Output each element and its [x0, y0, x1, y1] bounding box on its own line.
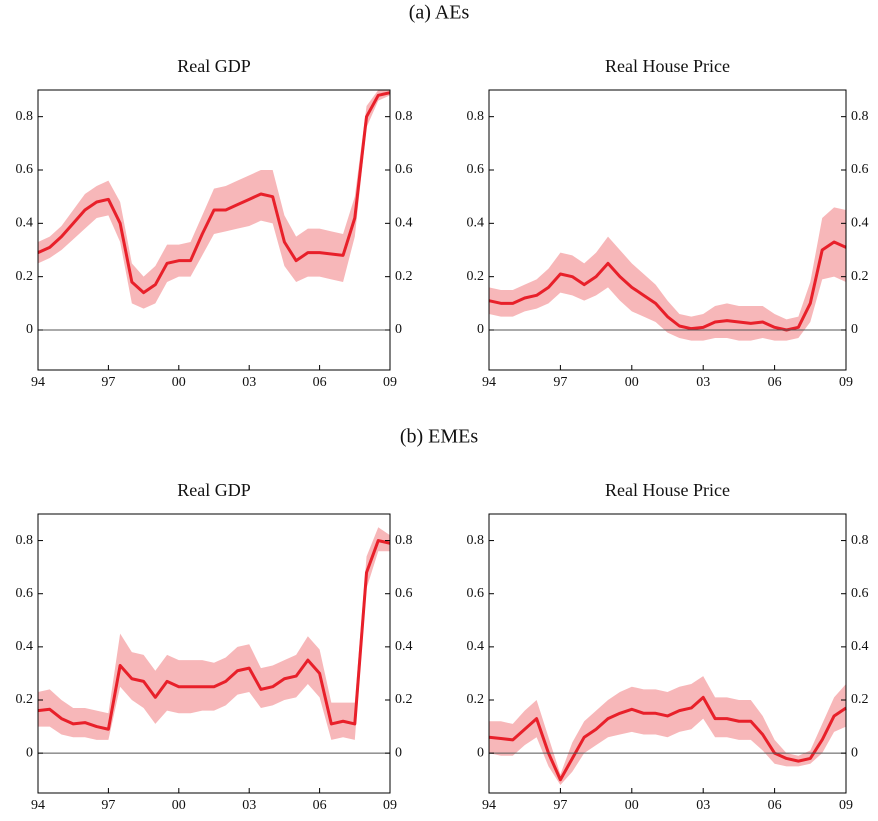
y-tick-label: 0 — [851, 745, 858, 760]
y-tick-label: 0.4 — [467, 639, 485, 654]
x-tick-label: 97 — [553, 375, 567, 390]
x-tick-label: 94 — [31, 375, 45, 390]
x-tick-label: 03 — [242, 375, 256, 390]
x-tick-label: 09 — [839, 798, 853, 813]
y-tick-label: 0.2 — [16, 269, 34, 284]
panel-title: Real House Price — [605, 480, 730, 500]
y-tick-label: 0 — [26, 745, 33, 760]
panel-title: Real GDP — [177, 56, 251, 76]
y-tick-label: 0.2 — [851, 692, 869, 707]
y-tick-label: 0.6 — [467, 162, 485, 177]
section-title: (b) EMEs — [400, 426, 479, 448]
x-tick-label: 97 — [101, 798, 115, 813]
y-tick-label: 0.8 — [851, 533, 869, 548]
y-tick-label: 0.2 — [467, 269, 485, 284]
confidence-band — [38, 90, 390, 309]
y-tick-label: 0.4 — [395, 639, 413, 654]
panel-title: Real GDP — [177, 480, 251, 500]
x-tick-label: 00 — [172, 798, 186, 813]
y-tick-label: 0.6 — [16, 586, 34, 601]
panel-title: Real House Price — [605, 56, 730, 76]
y-tick-label: 0.4 — [16, 639, 34, 654]
x-tick-label: 00 — [625, 798, 639, 813]
y-tick-label: 0.2 — [851, 269, 869, 284]
y-tick-label: 0 — [477, 322, 484, 337]
x-tick-label: 09 — [839, 375, 853, 390]
y-tick-label: 0.8 — [16, 533, 34, 548]
x-tick-label: 03 — [242, 798, 256, 813]
y-tick-label: 0.4 — [467, 216, 485, 231]
y-tick-label: 0 — [395, 322, 402, 337]
plot-frame — [488, 89, 847, 371]
plot-frame — [37, 513, 391, 794]
x-tick-label: 03 — [696, 375, 710, 390]
x-tick-label: 06 — [768, 798, 782, 813]
x-tick-label: 00 — [625, 375, 639, 390]
y-tick-label: 0.8 — [395, 533, 413, 548]
line — [37, 539, 391, 731]
y-tick-label: 0.8 — [467, 533, 485, 548]
confidence-band — [38, 527, 390, 740]
line — [37, 91, 391, 295]
x-tick-label: 94 — [482, 798, 496, 813]
x-tick-label: 97 — [101, 375, 115, 390]
x-tick-label: 06 — [313, 798, 327, 813]
x-tick-label: 06 — [313, 375, 327, 390]
y-tick-label: 0 — [477, 745, 484, 760]
confidence-band — [489, 676, 846, 786]
y-tick-label: 0.8 — [16, 109, 34, 124]
y-tick-label: 0 — [851, 322, 858, 337]
y-tick-label: 0.2 — [467, 692, 485, 707]
x-tick-label: 09 — [383, 375, 397, 390]
x-tick-label: 97 — [553, 798, 567, 813]
y-tick-label: 0.4 — [851, 216, 869, 231]
y-tick-label: 0 — [395, 745, 402, 760]
x-tick-label: 06 — [768, 375, 782, 390]
y-tick-label: 0 — [26, 322, 33, 337]
y-tick-label: 0.6 — [16, 162, 34, 177]
y-tick-label: 0.8 — [395, 109, 413, 124]
y-tick-label: 0.4 — [16, 216, 34, 231]
y-tick-label: 0.2 — [16, 692, 34, 707]
x-tick-label: 09 — [383, 798, 397, 813]
confidence-band — [489, 207, 846, 341]
y-tick-label: 0.8 — [467, 109, 485, 124]
y-tick-label: 0.2 — [395, 692, 413, 707]
y-tick-label: 0.6 — [851, 162, 869, 177]
y-tick-label: 0.4 — [395, 216, 413, 231]
y-tick-label: 0.6 — [395, 586, 413, 601]
y-tick-label: 0.6 — [395, 162, 413, 177]
y-tick-label: 0.8 — [851, 109, 869, 124]
x-tick-label: 94 — [482, 375, 496, 390]
plot-frame — [37, 89, 391, 371]
plot-frame — [488, 513, 847, 794]
x-tick-label: 00 — [172, 375, 186, 390]
x-tick-label: 03 — [696, 798, 710, 813]
y-tick-label: 0.6 — [851, 586, 869, 601]
y-tick-label: 0.4 — [851, 639, 869, 654]
y-tick-label: 0.6 — [467, 586, 485, 601]
section-title: (a) AEs — [409, 2, 470, 24]
y-tick-label: 0.2 — [395, 269, 413, 284]
x-tick-label: 94 — [31, 798, 45, 813]
